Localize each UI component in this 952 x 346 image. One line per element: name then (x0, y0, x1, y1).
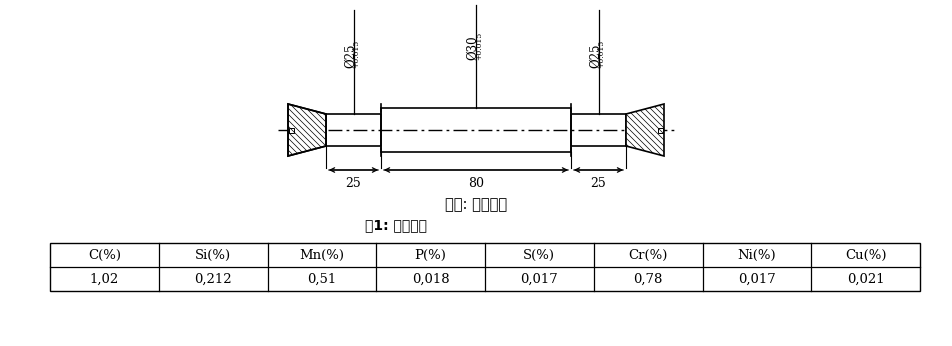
Text: 0,51: 0,51 (307, 273, 336, 285)
Text: Ø30: Ø30 (466, 35, 480, 60)
Text: 0,212: 0,212 (194, 273, 232, 285)
Text: 0,017: 0,017 (521, 273, 558, 285)
Bar (658, 127, 663, 133)
Text: 80: 80 (468, 177, 484, 190)
Bar (326, 114, 381, 146)
Text: +0.015: +0.015 (352, 40, 361, 68)
Text: 0,017: 0,017 (738, 273, 776, 285)
Text: +0.015: +0.015 (475, 32, 483, 60)
Text: +0.015: +0.015 (598, 40, 605, 68)
Polygon shape (626, 104, 664, 156)
Text: 图二: 实验工件: 图二: 实验工件 (445, 198, 507, 212)
Polygon shape (288, 104, 326, 156)
Text: Ni(%): Ni(%) (738, 248, 776, 262)
Bar (571, 114, 626, 146)
Text: 表1: 化学成份: 表1: 化学成份 (365, 218, 427, 232)
Text: 25: 25 (590, 177, 606, 190)
Text: Ø25: Ø25 (344, 44, 357, 68)
Bar (50, 243, 920, 291)
Bar (289, 127, 294, 133)
Text: 0,78: 0,78 (633, 273, 663, 285)
Bar (381, 108, 571, 152)
Text: Mn(%): Mn(%) (299, 248, 345, 262)
Text: Cr(%): Cr(%) (628, 248, 667, 262)
Text: C(%): C(%) (88, 248, 121, 262)
Text: 1,02: 1,02 (89, 273, 119, 285)
Text: Si(%): Si(%) (195, 248, 231, 262)
Text: 0,021: 0,021 (847, 273, 884, 285)
Text: 25: 25 (346, 177, 362, 190)
Text: P(%): P(%) (415, 248, 446, 262)
Text: Cu(%): Cu(%) (844, 248, 886, 262)
Text: 0,018: 0,018 (412, 273, 449, 285)
Text: S(%): S(%) (524, 248, 555, 262)
Text: Ø25: Ø25 (589, 44, 602, 68)
